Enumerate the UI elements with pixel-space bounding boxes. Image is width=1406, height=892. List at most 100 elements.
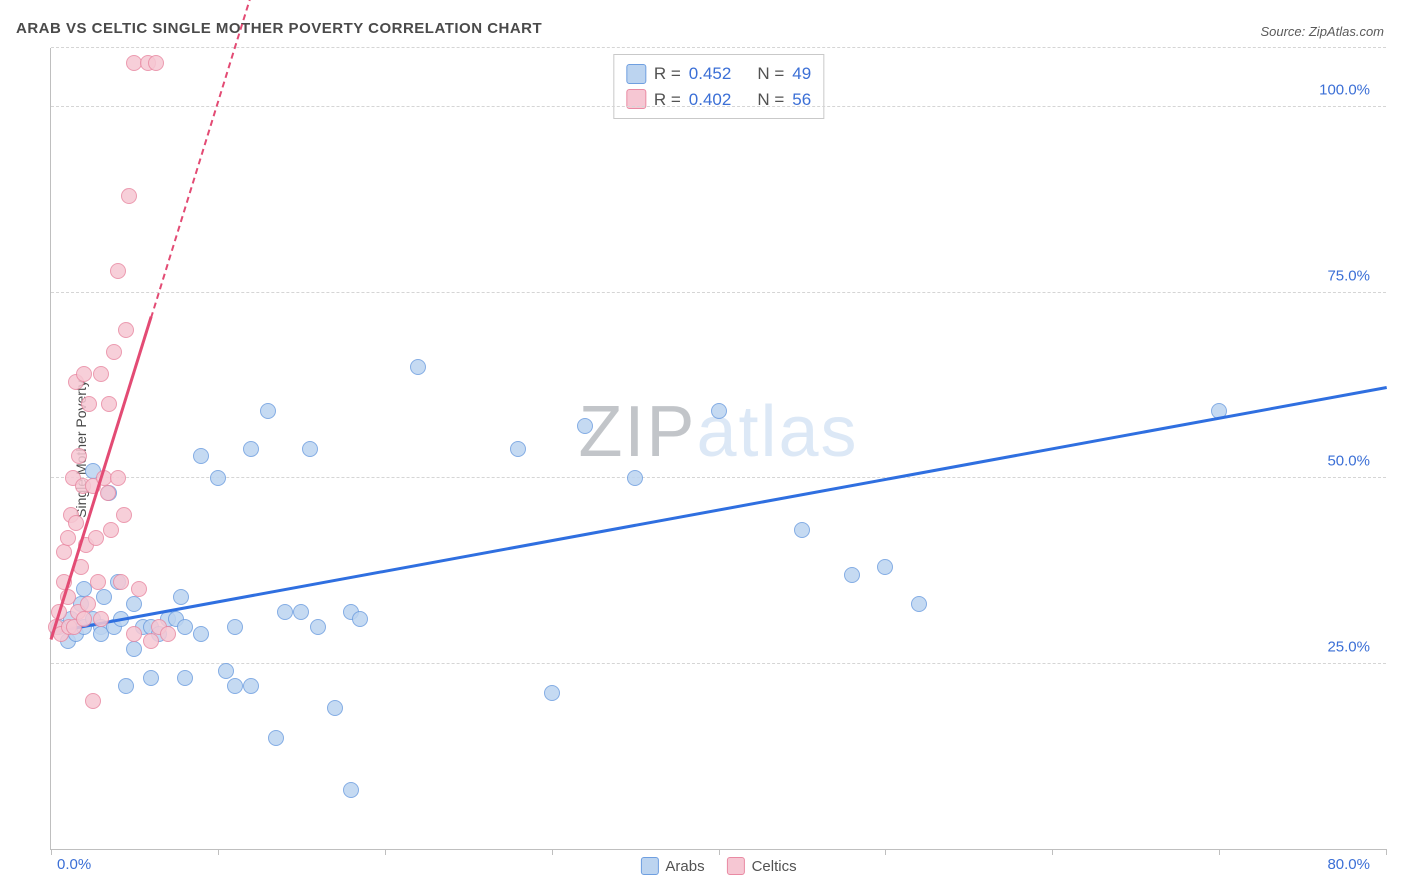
data-point bbox=[100, 485, 116, 501]
data-point bbox=[227, 619, 243, 635]
data-point bbox=[90, 574, 106, 590]
data-point bbox=[110, 263, 126, 279]
data-point bbox=[544, 685, 560, 701]
data-point bbox=[711, 403, 727, 419]
legend-swatch bbox=[640, 857, 658, 875]
data-point bbox=[93, 611, 109, 627]
data-point bbox=[352, 611, 368, 627]
x-tick bbox=[719, 849, 720, 855]
data-point bbox=[844, 567, 860, 583]
data-point bbox=[85, 693, 101, 709]
gridline bbox=[51, 477, 1386, 478]
gridline bbox=[51, 663, 1386, 664]
x-tick bbox=[385, 849, 386, 855]
x-tick bbox=[552, 849, 553, 855]
data-point bbox=[193, 626, 209, 642]
data-point bbox=[76, 366, 92, 382]
data-point bbox=[113, 574, 129, 590]
data-point bbox=[410, 359, 426, 375]
data-point bbox=[131, 581, 147, 597]
chart-title: ARAB VS CELTIC SINGLE MOTHER POVERTY COR… bbox=[16, 20, 542, 37]
data-point bbox=[126, 626, 142, 642]
data-point bbox=[88, 530, 104, 546]
data-point bbox=[877, 559, 893, 575]
data-point bbox=[110, 470, 126, 486]
data-point bbox=[126, 641, 142, 657]
data-point bbox=[794, 522, 810, 538]
correlation-legend: R = 0.452 N = 49 R = 0.402 N = 56 bbox=[613, 54, 824, 119]
data-point bbox=[56, 544, 72, 560]
y-tick-label: 25.0% bbox=[1327, 638, 1370, 655]
x-tick bbox=[1386, 849, 1387, 855]
data-point bbox=[577, 418, 593, 434]
data-point bbox=[118, 322, 134, 338]
x-tick bbox=[1052, 849, 1053, 855]
legend-r-label: R = bbox=[654, 61, 681, 87]
data-point bbox=[177, 619, 193, 635]
x-tick bbox=[885, 849, 886, 855]
legend-row: R = 0.452 N = 49 bbox=[626, 61, 811, 87]
x-origin-label: 0.0% bbox=[57, 856, 91, 873]
data-point bbox=[227, 678, 243, 694]
data-point bbox=[116, 507, 132, 523]
legend-r-value: 0.452 bbox=[689, 61, 732, 87]
data-point bbox=[218, 663, 234, 679]
legend-label: Celtics bbox=[752, 858, 797, 875]
data-point bbox=[327, 700, 343, 716]
data-point bbox=[96, 589, 112, 605]
x-max-label: 80.0% bbox=[1327, 856, 1370, 873]
data-point bbox=[260, 403, 276, 419]
data-point bbox=[106, 344, 122, 360]
legend-n-value: 56 bbox=[792, 87, 811, 113]
y-tick-label: 75.0% bbox=[1327, 267, 1370, 284]
legend-swatch bbox=[727, 857, 745, 875]
x-tick bbox=[1219, 849, 1220, 855]
data-point bbox=[148, 55, 164, 71]
series-legend: Arabs Celtics bbox=[640, 857, 796, 875]
legend-n-label: N = bbox=[757, 87, 784, 113]
data-point bbox=[76, 611, 92, 627]
data-point bbox=[293, 604, 309, 620]
legend-r-value: 0.402 bbox=[689, 87, 732, 113]
data-point bbox=[268, 730, 284, 746]
gridline bbox=[51, 106, 1386, 107]
data-point bbox=[121, 188, 137, 204]
data-point bbox=[243, 441, 259, 457]
data-point bbox=[81, 396, 97, 412]
gridline bbox=[51, 47, 1386, 48]
data-point bbox=[101, 396, 117, 412]
data-point bbox=[126, 596, 142, 612]
data-point bbox=[143, 633, 159, 649]
data-point bbox=[80, 596, 96, 612]
gridline bbox=[51, 292, 1386, 293]
data-point bbox=[60, 530, 76, 546]
data-point bbox=[118, 678, 134, 694]
data-point bbox=[510, 441, 526, 457]
y-tick-label: 100.0% bbox=[1319, 82, 1370, 99]
data-point bbox=[173, 589, 189, 605]
data-point bbox=[93, 366, 109, 382]
x-tick bbox=[51, 849, 52, 855]
data-point bbox=[210, 470, 226, 486]
chart-source: Source: ZipAtlas.com bbox=[1260, 24, 1384, 39]
y-tick-label: 50.0% bbox=[1327, 453, 1370, 470]
data-point bbox=[277, 604, 293, 620]
data-point bbox=[302, 441, 318, 457]
data-point bbox=[911, 596, 927, 612]
data-point bbox=[103, 522, 119, 538]
legend-label: Arabs bbox=[665, 858, 704, 875]
legend-n-value: 49 bbox=[792, 61, 811, 87]
legend-row: R = 0.402 N = 56 bbox=[626, 87, 811, 113]
data-point bbox=[143, 670, 159, 686]
legend-item: Celtics bbox=[727, 857, 797, 875]
legend-item: Arabs bbox=[640, 857, 704, 875]
x-tick bbox=[218, 849, 219, 855]
legend-n-label: N = bbox=[757, 61, 784, 87]
watermark-part-1: ZIP bbox=[578, 392, 696, 472]
data-point bbox=[68, 515, 84, 531]
trend-line bbox=[51, 386, 1388, 634]
data-point bbox=[243, 678, 259, 694]
data-point bbox=[71, 448, 87, 464]
legend-r-label: R = bbox=[654, 87, 681, 113]
legend-swatch bbox=[626, 64, 646, 84]
